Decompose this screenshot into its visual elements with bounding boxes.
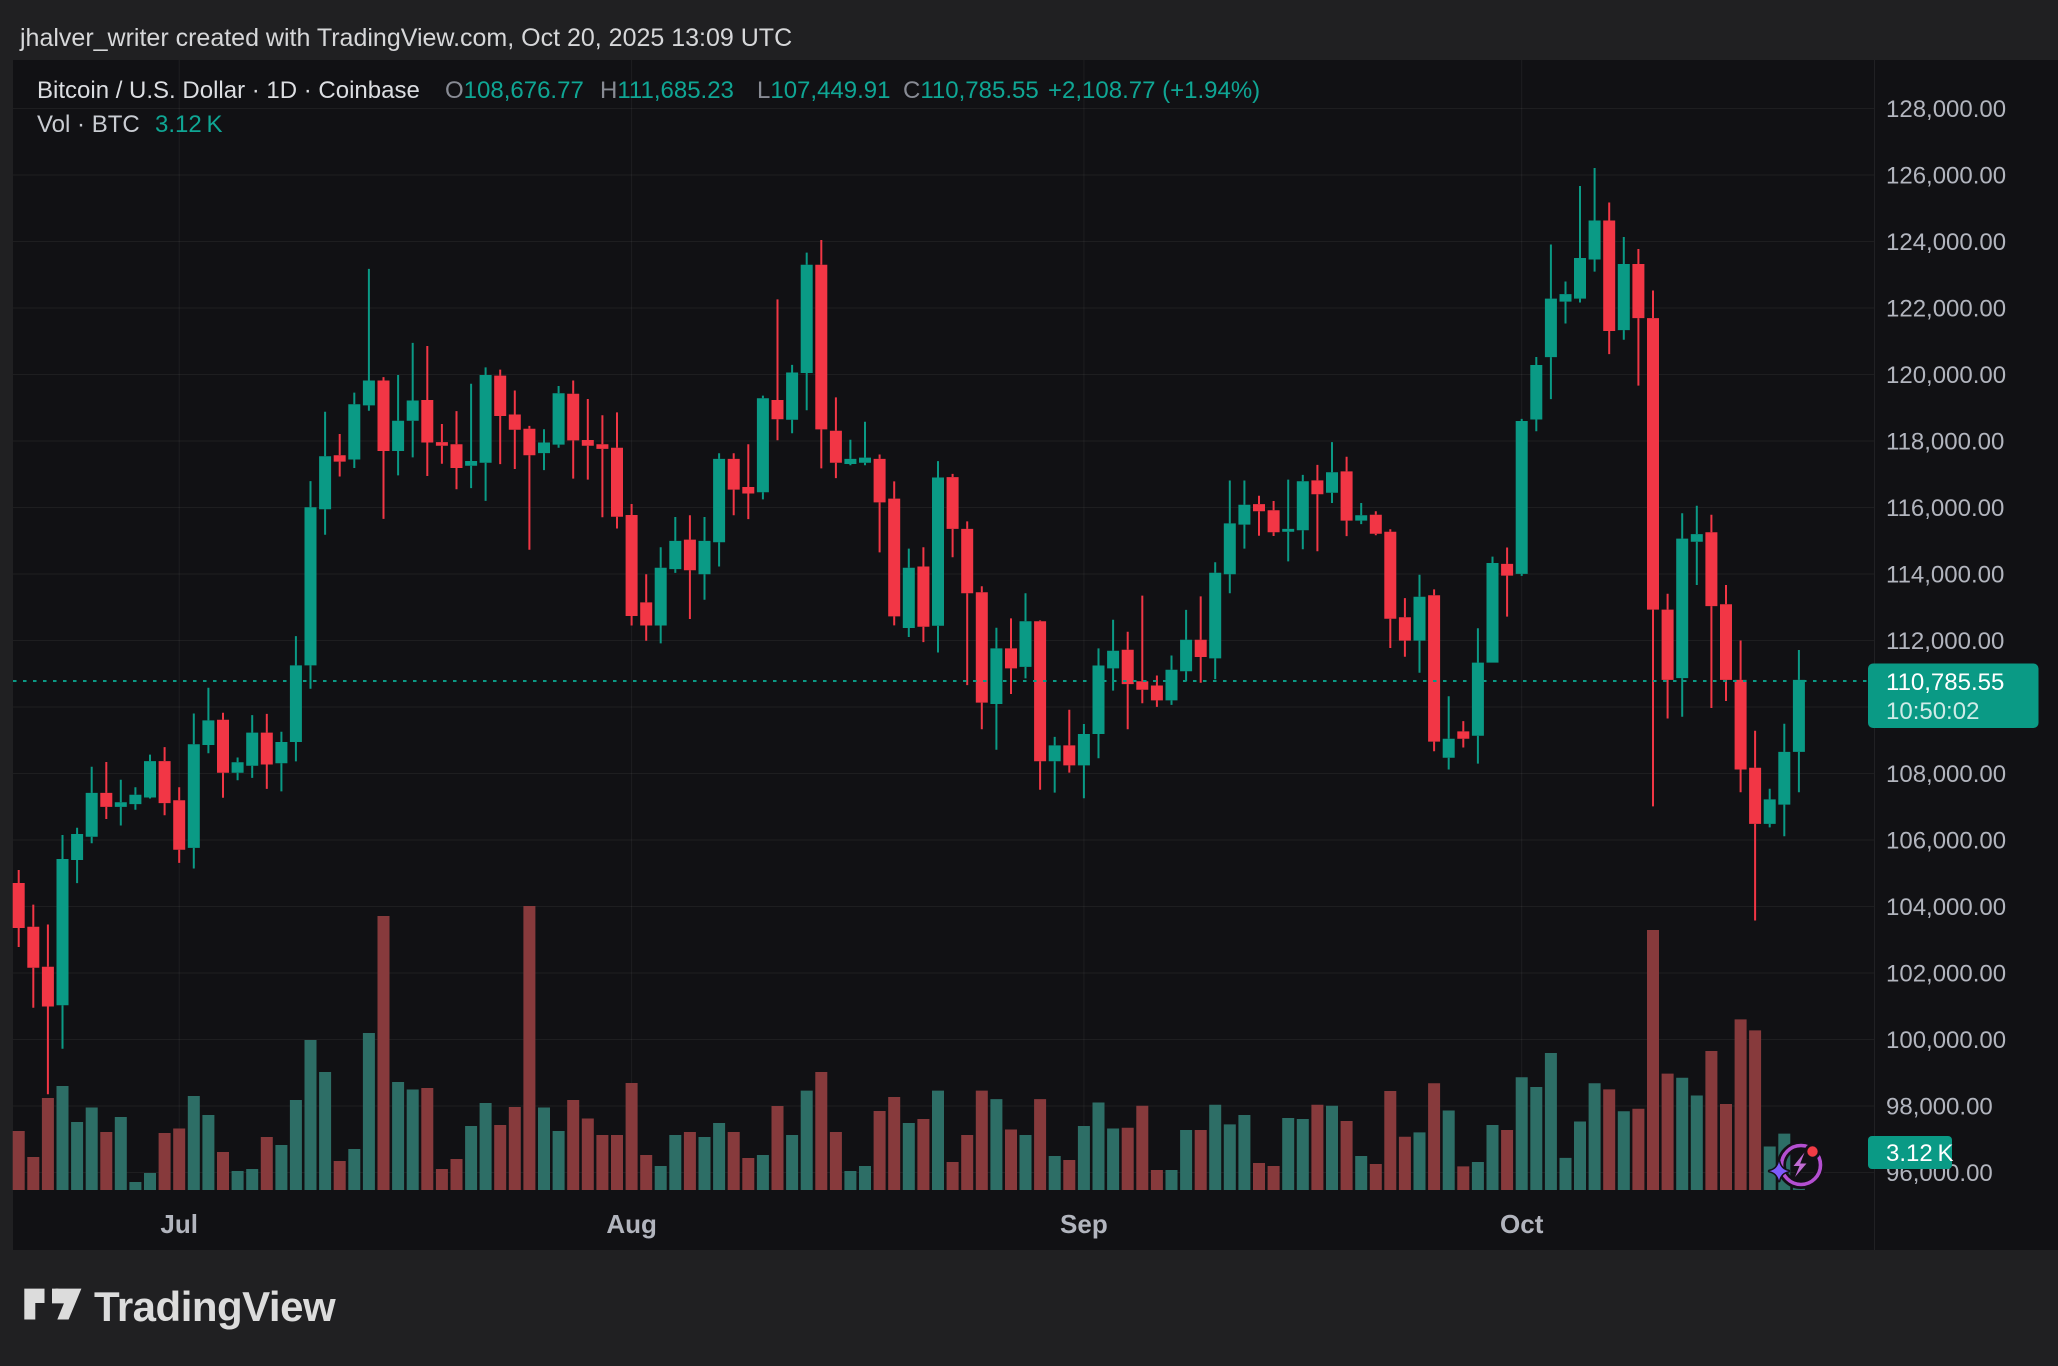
svg-text:118,000.00: 118,000.00 [1886,429,2004,456]
svg-text:126,000.00: 126,000.00 [1886,163,2006,190]
svg-text:Jul: Jul [160,1209,198,1239]
svg-text:+2,108.77 (+1.94%): +2,108.77 (+1.94%) [1048,77,1260,104]
svg-text:C110,785.55: C110,785.55 [903,77,1039,104]
svg-text:TradingView: TradingView [94,1283,336,1330]
svg-text:120,000.00: 120,000.00 [1886,362,2006,389]
svg-text:124,000.00: 124,000.00 [1886,229,2006,256]
svg-text:Aug: Aug [606,1209,657,1239]
svg-text:100,000.00: 100,000.00 [1886,1027,2006,1054]
svg-text:Oct: Oct [1500,1209,1544,1239]
svg-text:102,000.00: 102,000.00 [1886,961,2006,988]
svg-text:106,000.00: 106,000.00 [1886,828,2006,855]
svg-text:O108,676.77: O108,676.77 [445,77,584,104]
svg-text:jhalver_writer created with Tr: jhalver_writer created with TradingView.… [19,24,792,52]
svg-text:3.12 K: 3.12 K [1886,1140,1954,1167]
svg-text:L107,449.91: L107,449.91 [757,77,890,104]
svg-text:128,000.00: 128,000.00 [1886,96,2006,123]
svg-text:110,785.55: 110,785.55 [1886,669,2004,696]
svg-text:10:50:02: 10:50:02 [1886,698,1979,725]
svg-text:Sep: Sep [1060,1209,1108,1239]
svg-text:116,000.00: 116,000.00 [1886,495,2004,522]
svg-text:114,000.00: 114,000.00 [1886,562,2004,589]
svg-text:Bitcoin / U.S. Dollar · 1D · C: Bitcoin / U.S. Dollar · 1D · Coinbase [37,77,420,104]
svg-text:122,000.00: 122,000.00 [1886,296,2006,323]
svg-text:3.12 K: 3.12 K [155,111,223,138]
svg-text:98,000.00: 98,000.00 [1886,1094,1993,1121]
svg-text:Vol · BTC: Vol · BTC [37,111,140,138]
svg-text:108,000.00: 108,000.00 [1886,761,2006,788]
svg-text:H111,685.23: H111,685.23 [600,77,734,104]
svg-text:112,000.00: 112,000.00 [1886,628,2004,655]
svg-text:104,000.00: 104,000.00 [1886,894,2006,921]
